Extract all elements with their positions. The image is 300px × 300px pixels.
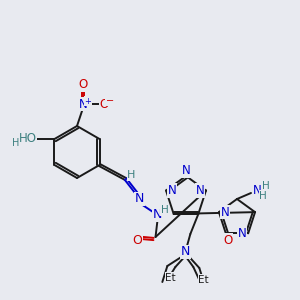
Text: H: H [12, 138, 19, 148]
Text: H: H [160, 205, 168, 215]
Text: Et: Et [165, 273, 176, 283]
Text: N: N [220, 206, 229, 219]
Text: O: O [223, 234, 232, 247]
Text: N: N [182, 164, 190, 178]
Text: O: O [78, 79, 88, 92]
Text: N: N [181, 245, 190, 259]
Text: HO: HO [19, 133, 37, 146]
Text: N: N [79, 98, 87, 110]
Text: H: H [127, 170, 136, 180]
Text: N: N [168, 184, 176, 197]
Text: N: N [196, 184, 204, 197]
Text: N: N [238, 227, 247, 240]
Text: N: N [253, 184, 261, 197]
Text: H: H [262, 181, 270, 191]
Text: N: N [135, 193, 144, 206]
Text: N: N [153, 208, 162, 221]
Text: +: + [85, 97, 92, 106]
Text: O: O [133, 235, 142, 248]
Text: H: H [259, 191, 267, 201]
Text: −: − [106, 96, 114, 106]
Text: Et: Et [198, 275, 209, 285]
Text: O: O [99, 98, 109, 110]
